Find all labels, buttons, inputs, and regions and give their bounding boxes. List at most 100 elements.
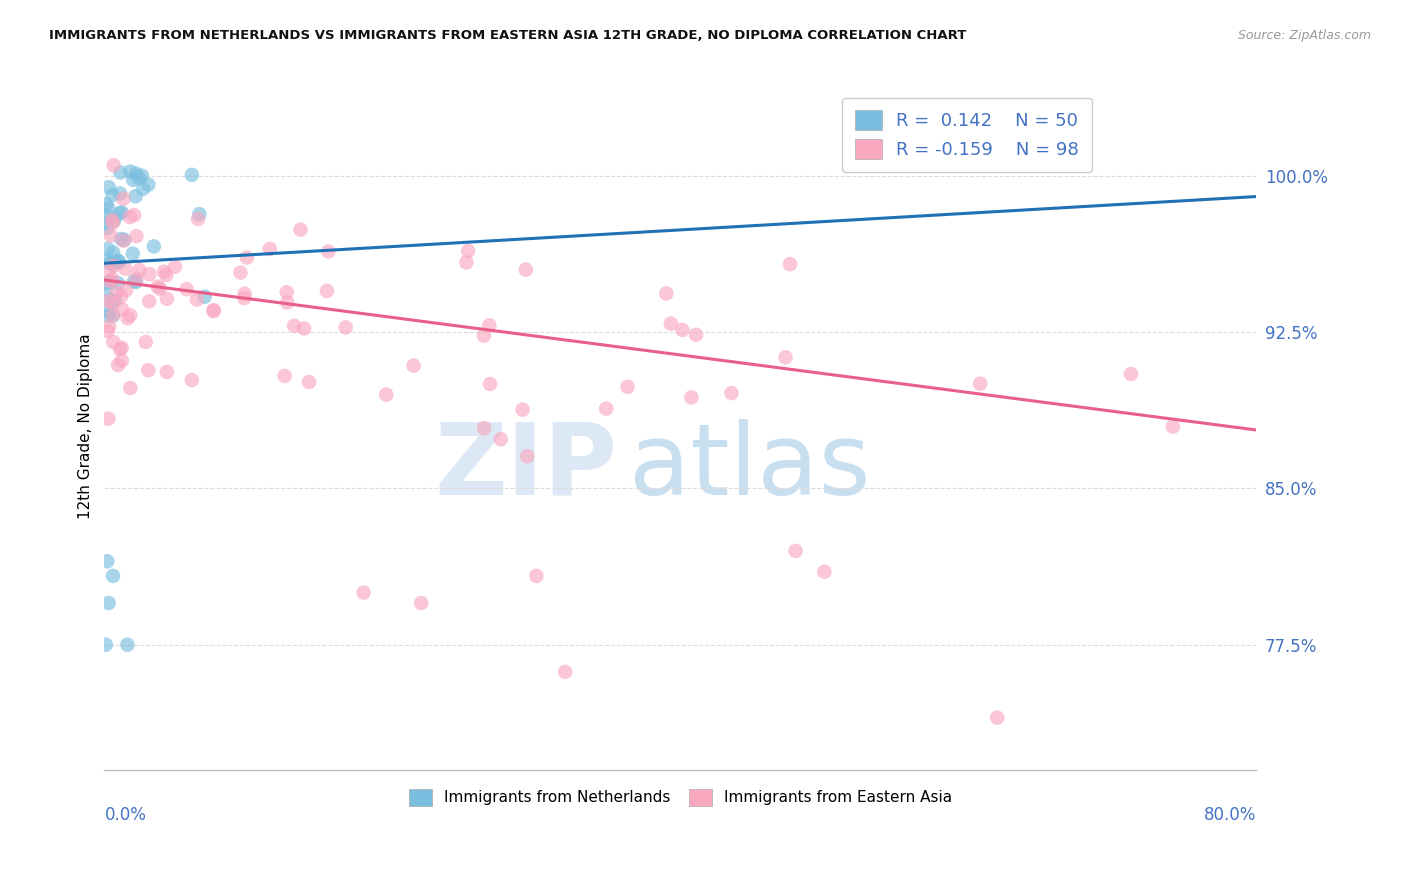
Point bbox=[101, 309, 124, 323]
Point bbox=[292, 321, 315, 335]
Point bbox=[136, 363, 159, 377]
Point bbox=[176, 282, 198, 296]
Point bbox=[515, 262, 537, 277]
Point bbox=[202, 303, 225, 318]
Point bbox=[97, 242, 120, 256]
Point bbox=[138, 294, 160, 309]
Point bbox=[103, 245, 125, 260]
Point bbox=[186, 293, 208, 307]
Point bbox=[97, 309, 120, 323]
Point bbox=[107, 253, 129, 268]
Point bbox=[122, 274, 145, 288]
Point bbox=[512, 402, 534, 417]
Point bbox=[96, 209, 118, 223]
Point bbox=[155, 268, 177, 282]
Point bbox=[101, 295, 124, 310]
Point bbox=[108, 206, 131, 220]
Point bbox=[120, 308, 142, 322]
Point bbox=[194, 290, 217, 304]
Point bbox=[96, 216, 118, 230]
Point bbox=[108, 255, 131, 269]
Point bbox=[93, 277, 115, 291]
Point bbox=[125, 229, 148, 244]
Point bbox=[969, 376, 991, 391]
Point bbox=[110, 232, 132, 246]
Point bbox=[659, 317, 682, 331]
Point bbox=[554, 665, 576, 679]
Point bbox=[94, 197, 117, 211]
Point bbox=[96, 554, 118, 568]
Point bbox=[101, 272, 124, 286]
Point bbox=[101, 569, 124, 583]
Point bbox=[671, 323, 693, 337]
Text: 80.0%: 80.0% bbox=[1204, 805, 1257, 823]
Point bbox=[165, 260, 187, 274]
Point bbox=[100, 228, 122, 243]
Point bbox=[259, 242, 281, 256]
Point bbox=[98, 256, 121, 270]
Point bbox=[125, 275, 148, 289]
Point bbox=[785, 544, 807, 558]
Point bbox=[402, 359, 425, 373]
Point bbox=[122, 208, 145, 222]
Text: 0.0%: 0.0% bbox=[104, 805, 146, 823]
Point bbox=[335, 320, 357, 334]
Point bbox=[135, 334, 157, 349]
Point bbox=[108, 186, 131, 201]
Point bbox=[681, 391, 703, 405]
Point bbox=[120, 164, 142, 178]
Point bbox=[108, 343, 131, 357]
Point bbox=[128, 263, 150, 277]
Point bbox=[375, 387, 398, 401]
Point bbox=[112, 192, 135, 206]
Point bbox=[115, 283, 138, 297]
Point bbox=[153, 265, 176, 279]
Point bbox=[101, 308, 124, 322]
Point bbox=[986, 711, 1008, 725]
Point bbox=[96, 253, 118, 268]
Point bbox=[104, 255, 127, 269]
Point bbox=[202, 304, 225, 318]
Text: ZIP: ZIP bbox=[434, 418, 617, 516]
Point bbox=[457, 244, 479, 258]
Point bbox=[107, 358, 129, 372]
Point bbox=[524, 569, 547, 583]
Point bbox=[128, 170, 150, 185]
Point bbox=[98, 274, 121, 288]
Point bbox=[236, 251, 259, 265]
Point bbox=[101, 213, 124, 227]
Point bbox=[111, 205, 134, 219]
Point bbox=[472, 421, 495, 435]
Point bbox=[813, 565, 835, 579]
Text: IMMIGRANTS FROM NETHERLANDS VS IMMIGRANTS FROM EASTERN ASIA 12TH GRADE, NO DIPLO: IMMIGRANTS FROM NETHERLANDS VS IMMIGRANT… bbox=[49, 29, 966, 42]
Point bbox=[479, 377, 502, 392]
Point bbox=[117, 311, 139, 326]
Point bbox=[229, 266, 252, 280]
Point bbox=[121, 246, 143, 260]
Point bbox=[149, 282, 172, 296]
Point bbox=[298, 375, 321, 389]
Point bbox=[96, 303, 118, 318]
Point bbox=[132, 182, 155, 196]
Point bbox=[117, 638, 139, 652]
Point bbox=[685, 327, 707, 342]
Point bbox=[101, 216, 124, 230]
Point bbox=[94, 638, 117, 652]
Point bbox=[118, 210, 141, 224]
Point bbox=[233, 291, 256, 305]
Point bbox=[98, 263, 121, 277]
Text: atlas: atlas bbox=[628, 418, 870, 516]
Point bbox=[96, 221, 118, 235]
Point bbox=[103, 213, 125, 227]
Point bbox=[283, 318, 305, 333]
Point bbox=[105, 285, 128, 300]
Point bbox=[138, 267, 160, 281]
Point bbox=[97, 202, 120, 216]
Point bbox=[472, 328, 495, 343]
Point bbox=[720, 386, 742, 401]
Point bbox=[97, 324, 120, 338]
Point bbox=[104, 293, 127, 308]
Point bbox=[316, 284, 339, 298]
Point bbox=[276, 285, 298, 300]
Point bbox=[318, 244, 340, 259]
